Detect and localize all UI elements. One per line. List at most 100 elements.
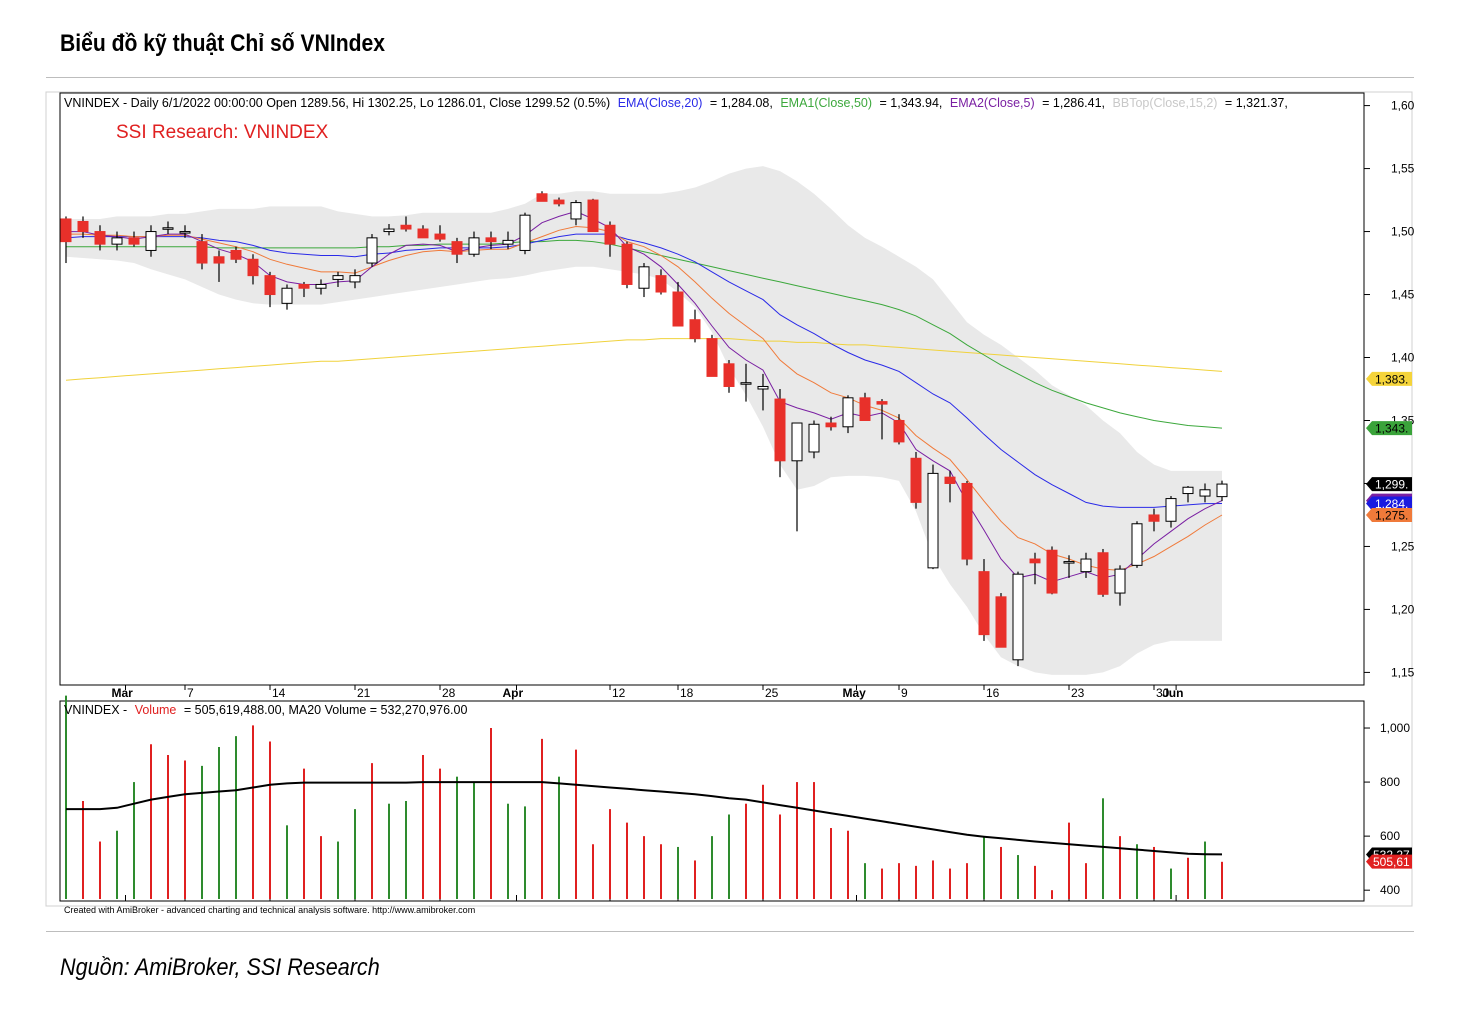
candle-body-up — [1131, 523, 1143, 566]
price-value-label: 1,284. — [1366, 496, 1412, 511]
candle — [281, 284, 293, 310]
candle-body-down — [77, 220, 89, 233]
candle-body-down — [604, 224, 616, 245]
candle — [451, 237, 463, 264]
candle-body-down — [451, 241, 463, 255]
candle — [230, 246, 242, 264]
x-tick-label: 12 — [612, 686, 626, 700]
candle — [366, 234, 378, 267]
x-tick-label: 18 — [680, 686, 694, 700]
candle — [1012, 571, 1024, 667]
volume-layer: 1,000800600400532,27505,61 — [65, 695, 1412, 901]
x-tick-label: Mar — [112, 686, 134, 700]
candle — [1131, 521, 1143, 568]
y-tick-label: 1,60 — [1391, 99, 1415, 113]
candle — [60, 216, 72, 264]
candle-body-down — [60, 218, 72, 243]
candle-body-up — [927, 472, 939, 569]
candle-body-down — [94, 231, 106, 245]
candle — [604, 221, 616, 257]
candle — [162, 221, 174, 235]
candle-body-down — [655, 275, 667, 293]
value-label-box — [1366, 854, 1412, 869]
candle-body-down — [485, 237, 497, 243]
value-label-box — [1366, 371, 1412, 386]
candle-body-up — [570, 202, 582, 220]
vol-y-tick-label: 400 — [1380, 883, 1400, 897]
candle-body-down — [910, 457, 922, 503]
candle-body-down — [264, 275, 276, 296]
candle — [876, 399, 888, 440]
candle-body-up — [1114, 568, 1126, 594]
page-title: Biểu đồ kỹ thuật Chỉ số VNIndex — [60, 30, 386, 57]
candle-body-down — [723, 363, 735, 387]
candle — [264, 271, 276, 308]
x-tick-label: 16 — [986, 686, 1000, 700]
candle-body-down — [128, 237, 140, 245]
y-tick-label: 1,50 — [1391, 225, 1415, 239]
price-header: VNINDEX - Daily 6/1/2022 00:00:00 Open 1… — [64, 96, 1288, 110]
candle-body-up — [1012, 573, 1024, 661]
value-label-box — [1366, 421, 1412, 436]
candle — [995, 593, 1007, 648]
candle-body-down — [400, 224, 412, 230]
candle — [1216, 480, 1228, 502]
candle — [77, 216, 89, 238]
candle-body-down — [553, 199, 565, 205]
candle-body-down — [825, 422, 837, 428]
candle — [128, 231, 140, 247]
x-tick-label: 7 — [187, 686, 194, 700]
candle — [434, 225, 446, 242]
top-divider — [46, 77, 1414, 78]
candle — [1165, 496, 1177, 528]
candle-body-down — [1097, 552, 1109, 595]
ema20-line — [65, 233, 1223, 508]
candle — [1063, 555, 1075, 578]
candle-body-up — [757, 385, 769, 390]
x-tick-label: Apr — [503, 686, 524, 700]
y-tick-label: 1,40 — [1391, 351, 1415, 365]
candle-body-down — [298, 283, 310, 289]
candle-body-down — [587, 199, 599, 233]
volume-value-label: 505,61 — [1366, 854, 1412, 869]
candle — [213, 250, 225, 282]
candle — [1114, 565, 1126, 606]
candle-body-up — [638, 266, 650, 289]
candle — [536, 191, 548, 202]
candle — [791, 422, 803, 532]
candle — [842, 395, 854, 434]
candle-body-down — [536, 193, 548, 202]
footer-note: Created with AmiBroker - advanced charti… — [64, 905, 475, 915]
candle — [893, 414, 905, 445]
candle — [247, 254, 259, 285]
x-tick-label: 23 — [1071, 686, 1085, 700]
ema5-line — [66, 210, 1223, 583]
candle — [825, 416, 837, 431]
x-tick-label: 9 — [901, 686, 908, 700]
candle — [1199, 483, 1211, 503]
candle — [587, 198, 599, 233]
candle — [706, 334, 718, 377]
candle — [145, 225, 157, 257]
candle-body-up — [366, 237, 378, 264]
value-label-text: 1,343. — [1375, 422, 1408, 436]
y-tick-label: 1,55 — [1391, 162, 1415, 176]
candle-body-up — [383, 228, 395, 233]
candle — [723, 360, 735, 393]
candle — [417, 225, 429, 239]
candle — [1182, 485, 1194, 503]
value-label-text: 1,275. — [1375, 508, 1408, 522]
candle — [757, 373, 769, 411]
candle — [400, 216, 412, 232]
candle — [944, 470, 956, 503]
candle-body-down — [247, 258, 259, 277]
candle — [298, 281, 310, 298]
candle-body-up — [468, 237, 480, 255]
candle-body-down — [213, 256, 225, 264]
candle-body-down — [859, 397, 871, 421]
candle-body-up — [281, 287, 293, 304]
chart-title: SSI Research: VNINDEX — [116, 122, 329, 143]
value-label-box — [1366, 477, 1412, 492]
y-tick-label: 1,20 — [1391, 602, 1415, 616]
